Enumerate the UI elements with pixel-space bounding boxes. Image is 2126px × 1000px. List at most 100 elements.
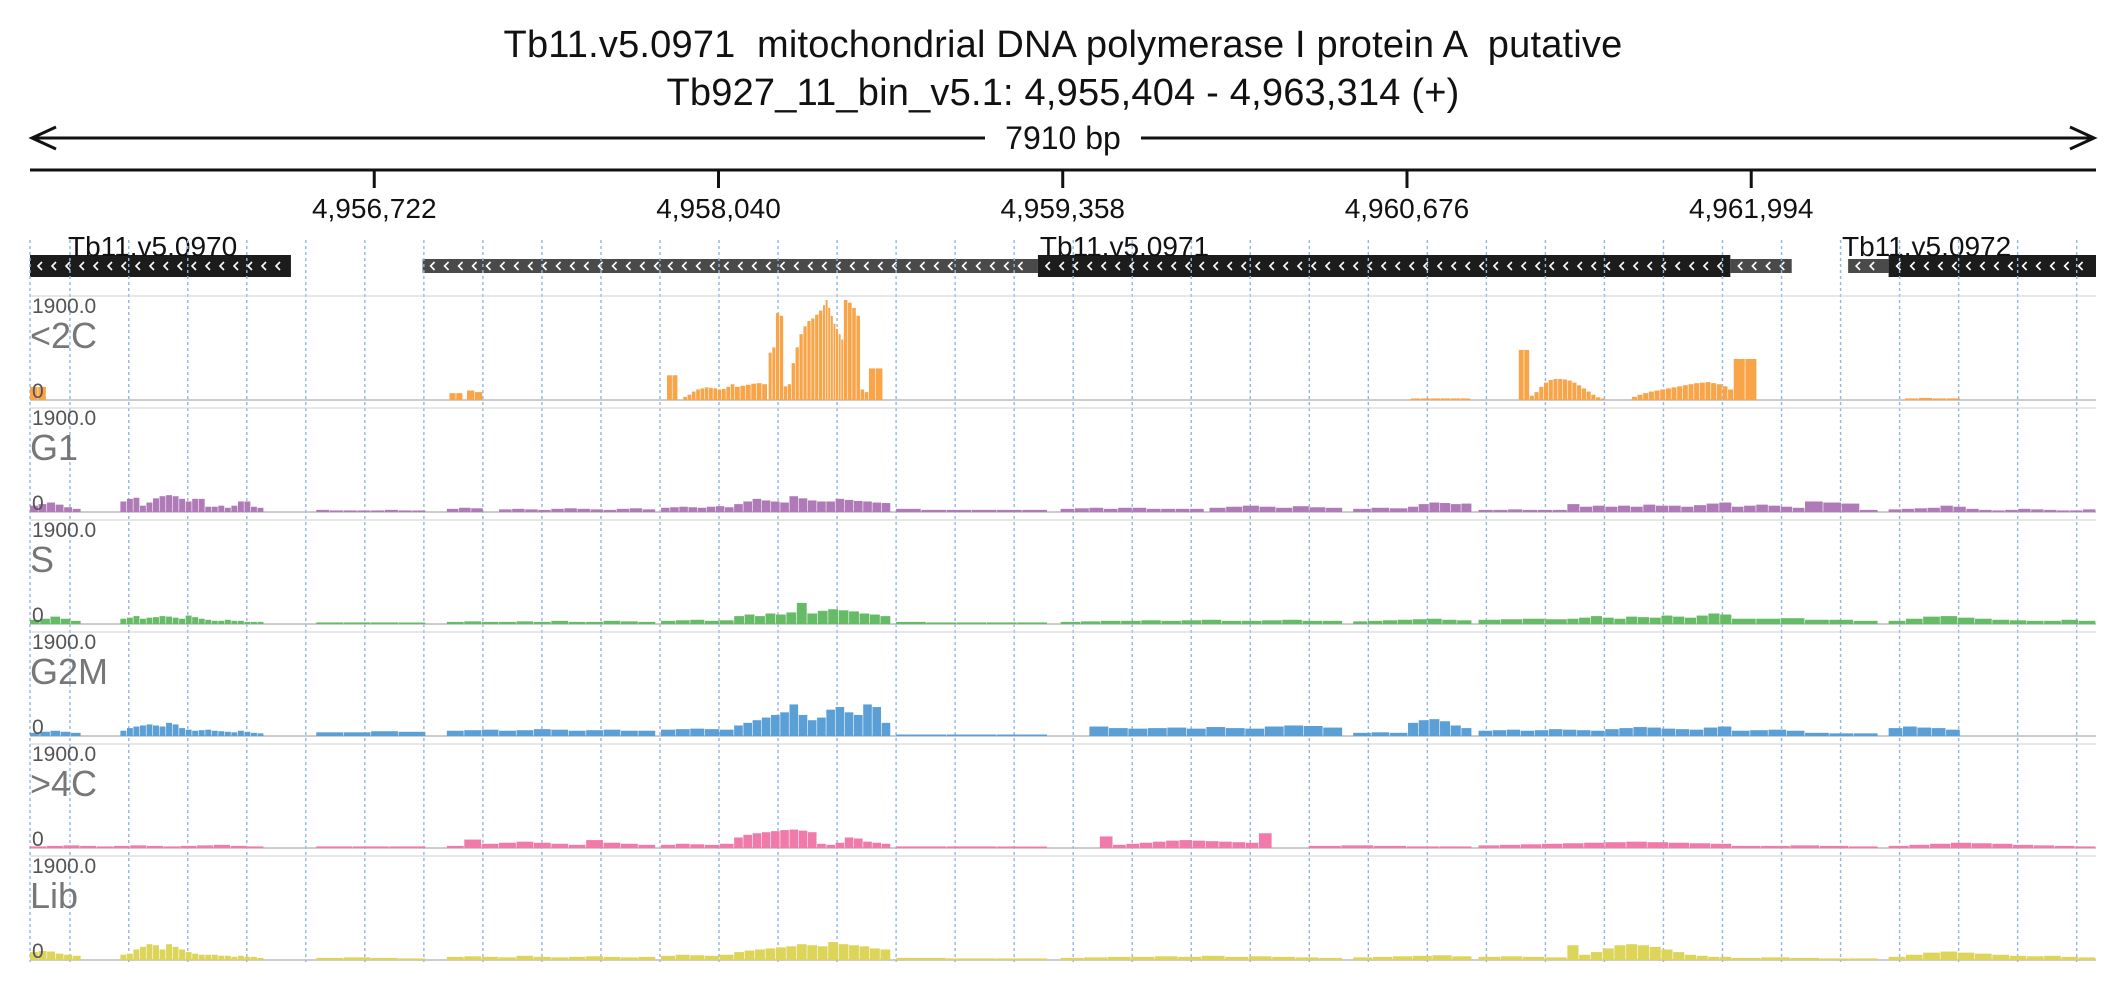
coverage-bar — [577, 508, 590, 512]
coverage-bar — [780, 502, 789, 512]
strand-chevron — [1590, 261, 1597, 271]
gene-label: Tb11.v5.0970 — [68, 231, 237, 262]
coverage-bar — [1957, 617, 1975, 624]
coverage-bar — [1440, 398, 1451, 400]
coverage-bar — [1201, 955, 1225, 960]
coverage-bar — [516, 621, 534, 624]
coverage-bar — [1248, 956, 1272, 960]
coverage-bar — [704, 387, 709, 400]
coverage-bar — [1681, 506, 1694, 512]
coverage-bar — [1492, 730, 1507, 736]
coverage-bar — [1022, 509, 1047, 512]
strand-chevron — [1198, 261, 1205, 271]
strand-chevron — [583, 261, 590, 271]
coverage-bar — [398, 510, 412, 512]
coverage-bar — [1823, 502, 1842, 512]
coverage-bar — [672, 375, 678, 400]
coverage-bar — [946, 734, 997, 736]
coverage-bar — [250, 732, 257, 736]
coverage-bar — [1761, 957, 1790, 960]
strand-chevron — [1017, 261, 1024, 271]
coverage-bar — [1637, 617, 1650, 624]
coverage-bar — [257, 621, 264, 624]
strand-chevron — [1478, 261, 1485, 271]
coverage-bar — [446, 621, 464, 624]
coverage-bar — [868, 368, 876, 400]
coverage-bar — [47, 951, 55, 960]
coverage-bar — [126, 617, 133, 624]
strand-chevron — [1086, 261, 1093, 271]
strand-chevron — [1338, 261, 1345, 271]
coverage-bar — [185, 501, 192, 512]
coverage-bar — [126, 953, 133, 960]
coverage-bar — [603, 729, 621, 736]
coverage-bar — [1688, 384, 1694, 400]
coverage-bar — [1853, 733, 1878, 736]
coverage-bar — [679, 506, 688, 512]
coverage-bar — [661, 955, 676, 960]
coverage-bar — [1567, 945, 1579, 960]
coverage-bar — [1392, 956, 1413, 960]
coverage-bar — [786, 946, 797, 960]
coverage-bar — [688, 507, 697, 512]
coverage-bar — [1161, 508, 1175, 512]
coverage-bar — [775, 614, 786, 624]
strand-chevron — [1534, 261, 1541, 271]
coverage-bar — [38, 504, 47, 512]
coverage-bar — [1923, 616, 1940, 624]
coverage-bar — [1841, 503, 1860, 512]
coverage-bar — [1805, 732, 1829, 736]
strand-chevron — [1464, 261, 1471, 271]
coverage-bar — [211, 506, 218, 512]
coverage-bar — [1478, 509, 1493, 512]
coverage-bar — [997, 734, 1047, 736]
strand-chevron — [779, 261, 786, 271]
coverage-bar — [896, 621, 926, 624]
coverage-bar — [96, 846, 113, 848]
coverage-bar — [30, 732, 40, 736]
strand-chevron — [625, 261, 632, 271]
coverage-bar — [1617, 505, 1631, 512]
coverage-bar — [1631, 396, 1637, 400]
strand-chevron — [961, 261, 968, 271]
coverage-bar — [446, 956, 464, 960]
strand-chevron — [2063, 261, 2070, 271]
coverage-bar — [316, 846, 353, 848]
strand-chevron — [989, 261, 996, 271]
coverage-bar — [179, 618, 186, 624]
coverage-bar — [854, 500, 863, 512]
strand-chevron — [807, 261, 814, 271]
coverage-bar — [153, 498, 159, 512]
strand-chevron — [471, 261, 478, 271]
coverage-bar — [704, 955, 719, 960]
coverage-bar — [1805, 619, 1829, 624]
coverage-bar — [446, 730, 464, 736]
strand-chevron — [1044, 261, 1051, 271]
coverage-bar — [1590, 616, 1603, 624]
coverage-bar — [205, 619, 212, 624]
coverage-bar — [2061, 956, 2079, 960]
coverage-bar — [854, 714, 863, 736]
coverage-bar — [775, 313, 780, 400]
coverage-bar — [1590, 952, 1603, 960]
strand-chevron — [1923, 261, 1930, 271]
coverage-bar — [146, 617, 153, 624]
coverage-bar — [1647, 842, 1668, 848]
coverage-bar — [1353, 732, 1371, 736]
coverage-bar — [185, 615, 192, 624]
coverage-bar — [1371, 732, 1390, 736]
coverage-bar — [2054, 845, 2075, 848]
coverage-bar — [803, 326, 807, 400]
strand-chevron — [765, 261, 772, 271]
coverage-bar — [456, 393, 463, 400]
coverage-bar — [1790, 957, 1820, 960]
coverage-bar — [357, 510, 371, 512]
coverage-bar — [1966, 508, 1979, 512]
coverage-bar — [464, 730, 482, 736]
coverage-bar — [2031, 509, 2044, 512]
coverage-bar — [1478, 730, 1493, 736]
strand-chevron — [246, 261, 253, 271]
coverage-bar — [224, 731, 231, 736]
coverage-bar — [1931, 728, 1946, 736]
coverage-bar — [1562, 379, 1568, 400]
